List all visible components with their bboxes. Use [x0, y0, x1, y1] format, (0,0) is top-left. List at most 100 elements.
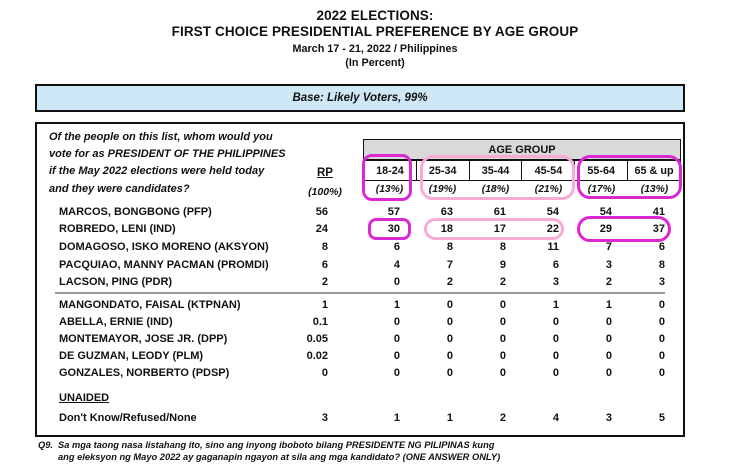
age-value: 0 — [446, 350, 453, 363]
age-value: 0 — [605, 315, 612, 328]
candidate-row: DE GUZMAN, LEODY (PLM) 0.02 0 0 0 0 0 0 — [37, 348, 683, 365]
age-value: 0 — [605, 350, 612, 363]
rp-value: 56 — [315, 205, 328, 218]
age-column-percent: (19%) — [428, 184, 457, 195]
footnote-prefix: Q9. — [38, 440, 53, 450]
title-block: 2022 ELECTIONS: FIRST CHOICE PRESIDENTIA… — [0, 0, 750, 70]
candidate-row: MARCOS, BONGBONG (PFP) 56 57 63 61 54 54 41 — [37, 203, 683, 221]
candidate-row: PACQUIAO, MANNY PACMAN (PROMDI) 6 4 7 9 6 3 8 — [37, 256, 683, 274]
base-banner: Base: Likely Voters, 99% — [35, 84, 685, 112]
unaided-section-row: UNAIDED — [37, 390, 683, 407]
age-column-label: 55-64 — [575, 161, 629, 180]
candidate-name: MARCOS, BONGBONG (PFP) — [59, 205, 212, 218]
question-footnote: Q9. Sa mga taong nasa listahang ito, sin… — [38, 440, 500, 463]
age-value: 4 — [393, 258, 400, 271]
age-value: 57 — [387, 205, 400, 218]
rp-value: 2 — [321, 276, 328, 289]
survey-date: March 17 - 21, 2022 / Philippines — [292, 43, 458, 55]
age-value: 2 — [605, 276, 612, 289]
age-value: 0 — [658, 315, 665, 328]
age-value: 5 — [658, 411, 665, 424]
candidate-rows-top: MARCOS, BONGBONG (PFP) 56 57 63 61 54 54 41 ROBR… — [37, 203, 683, 291]
age-value: 0 — [499, 298, 506, 311]
age-value: 0 — [393, 367, 400, 380]
age-value: 63 — [440, 205, 453, 218]
candidate-name: DE GUZMAN, LEODY (PLM) — [59, 350, 204, 363]
age-value: 0 — [552, 367, 559, 380]
age-value: 0 — [446, 367, 453, 380]
age-value: 0 — [499, 350, 506, 363]
age-value: 17 — [493, 223, 506, 236]
candidate-name: PACQUIAO, MANNY PACMAN (PROMDI) — [59, 258, 269, 271]
age-value: 9 — [499, 258, 506, 271]
rp-value: 8 — [321, 240, 328, 253]
candidate-name: GONZALES, NORBERTO (PDSP) — [59, 367, 230, 380]
age-column-label: 45-54 — [522, 161, 576, 180]
age-column-percent: (17%) — [587, 184, 616, 195]
age-value: 2 — [446, 276, 453, 289]
age-value: 0 — [658, 367, 665, 380]
candidate-name: MANGONDATO, FAISAL (KTPNAN) — [59, 298, 241, 311]
age-value: 30 — [387, 223, 400, 236]
page-title: 2022 ELECTIONS: — [316, 8, 434, 23]
age-column-percent: (13%) — [640, 184, 669, 195]
age-value: 1 — [393, 298, 400, 311]
rp-value: 0.05 — [306, 332, 328, 345]
candidate-row: ABELLA, ERNIE (IND) 0.1 0 0 0 0 0 0 — [37, 313, 683, 330]
preference-table: Of the people on this list, whom would y… — [35, 122, 685, 437]
unaided-label: UNAIDED — [59, 392, 110, 405]
candidate-name: ROBREDO, LENI (IND) — [59, 223, 176, 236]
age-column-percent: (18%) — [481, 184, 510, 195]
candidate-row: MONTEMAYOR, JOSE JR. (DPP) 0.05 0 0 0 0 0 0 — [37, 330, 683, 347]
age-value: 8 — [499, 240, 506, 253]
age-column-label: 35-44 — [470, 161, 523, 180]
age-value: 1 — [552, 298, 559, 311]
candidate-row: DOMAGOSO, ISKO MORENO (AKSYON) 8 6 8 8 11 7 6 — [37, 238, 683, 256]
age-percents-row: (13%) (19%) (18%) (21%) (17%) (13%) — [363, 184, 681, 195]
age-value: 0 — [605, 332, 612, 345]
candidate-name: LACSON, PING (PDR) — [59, 276, 173, 289]
age-value: 0 — [446, 298, 453, 311]
rp-value: 0.02 — [306, 350, 328, 363]
age-value: 0 — [393, 315, 400, 328]
dont-know-label: Don't Know/Refused/None — [59, 411, 197, 424]
age-value: 2 — [499, 411, 506, 424]
question-line: and they were candidates? — [49, 182, 190, 195]
survey-question: Of the people on this list, whom would y… — [49, 129, 286, 198]
age-value: 0 — [552, 315, 559, 328]
age-value: 2 — [499, 276, 506, 289]
age-value: 0 — [658, 350, 665, 363]
age-value: 41 — [652, 205, 665, 218]
age-value: 0 — [605, 367, 612, 380]
candidate-name: ABELLA, ERNIE (IND) — [59, 315, 173, 328]
age-value: 1 — [393, 411, 400, 424]
age-value: 3 — [605, 411, 612, 424]
age-value: 3 — [552, 276, 559, 289]
age-value: 61 — [493, 205, 506, 218]
row-separator — [55, 292, 665, 295]
footnote-line: Sa mga taong nasa listahang ito, sino an… — [58, 440, 495, 450]
age-value: 0 — [393, 276, 400, 289]
footnote-line: ang eleksyon ng Mayo 2022 ay gaganapin n… — [58, 451, 501, 462]
age-value: 54 — [599, 205, 612, 218]
age-column-percent: (21%) — [534, 184, 563, 195]
age-value: 0 — [499, 367, 506, 380]
age-value: 0 — [446, 332, 453, 345]
age-value: 0 — [446, 315, 453, 328]
age-column-label: 25-34 — [417, 161, 470, 180]
age-value: 7 — [605, 240, 612, 253]
rp-value: 0 — [321, 367, 328, 380]
question-line: if the May 2022 elections were held toda… — [49, 165, 265, 178]
age-value: 0 — [499, 332, 506, 345]
dont-know-row: Don't Know/Refused/None 3 1 1 2 4 3 5 — [37, 409, 683, 427]
age-value: 1 — [446, 411, 453, 424]
age-column-percent: (13%) — [375, 184, 404, 195]
candidate-row: LACSON, PING (PDR) 2 0 2 2 3 2 3 — [37, 273, 683, 291]
candidate-name: MONTEMAYOR, JOSE JR. (DPP) — [59, 332, 228, 345]
question-line: vote for as PRESIDENT OF THE PHILIPPINES — [49, 148, 286, 161]
age-value: 11 — [547, 240, 559, 253]
rp-value: 3 — [321, 411, 328, 424]
age-column-label: 65 & up — [634, 164, 674, 177]
candidate-row: MANGONDATO, FAISAL (KTPNAN) 1 1 0 0 1 1 0 — [37, 296, 683, 313]
